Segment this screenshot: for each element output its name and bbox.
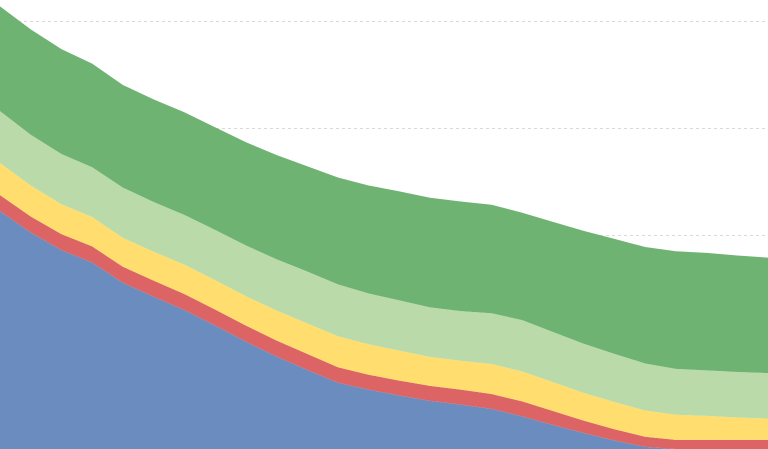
area-series-group <box>0 6 768 449</box>
area-series-5 <box>0 6 768 374</box>
area-series-4 <box>0 111 768 419</box>
area-series-1 <box>0 211 768 449</box>
